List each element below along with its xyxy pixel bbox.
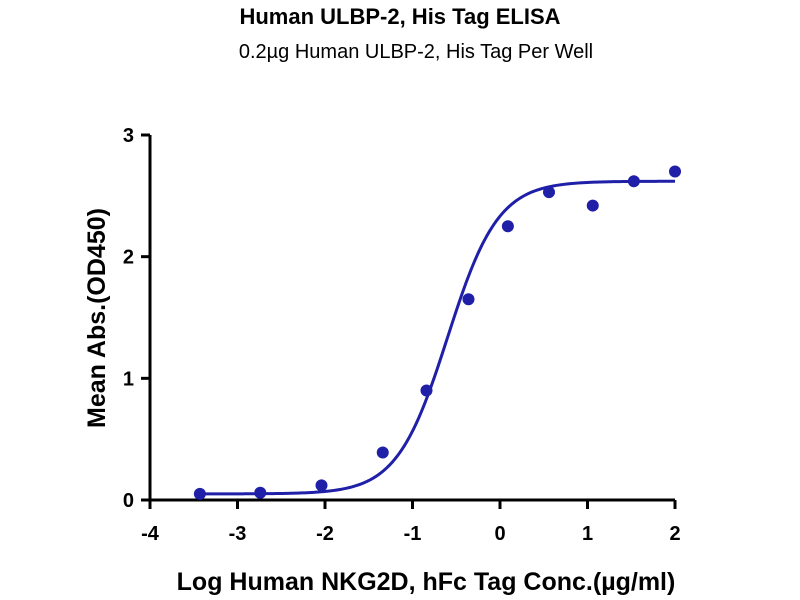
x-tick-label: 0 [494,523,505,545]
x-axis-label: Log Human NKG2D, hFc Tag Conc.(µg/ml) [177,568,676,596]
data-point [376,446,389,459]
data-point [543,186,555,199]
y-tick-label: 2 [123,247,134,269]
y-tick-label: 3 [123,125,134,147]
y-axis-label: Mean Abs.(OD450) [83,208,111,428]
data-point [586,199,599,212]
axes [141,133,677,509]
data-point [193,487,206,500]
data-point [420,384,433,397]
points-layer [193,165,681,500]
data-point [627,175,640,188]
data-point [254,486,267,499]
x-tick-label: -3 [229,523,247,545]
x-tick-label: 1 [582,523,593,545]
x-tick-label: -4 [141,523,160,545]
data-point [462,293,475,306]
data-point [315,479,328,492]
x-tick-label: 2 [669,523,680,545]
x-tick-label: -1 [404,523,422,545]
x-tick-label: -2 [316,523,334,545]
fit-curve [199,179,676,496]
chart-title: Human ULBP-2, His Tag ELISA [239,4,560,29]
tick-labels: 0 1 2 3 -4 -3 -2 -1 0 1 2 [123,125,681,545]
y-tick-label: 0 [123,490,134,512]
y-tick-label: 1 [123,368,134,390]
fit-layer [199,179,676,496]
data-point [669,165,681,178]
data-point [501,220,514,233]
chart-subtitle: 0.2µg Human ULBP-2, His Tag Per Well [239,41,593,63]
